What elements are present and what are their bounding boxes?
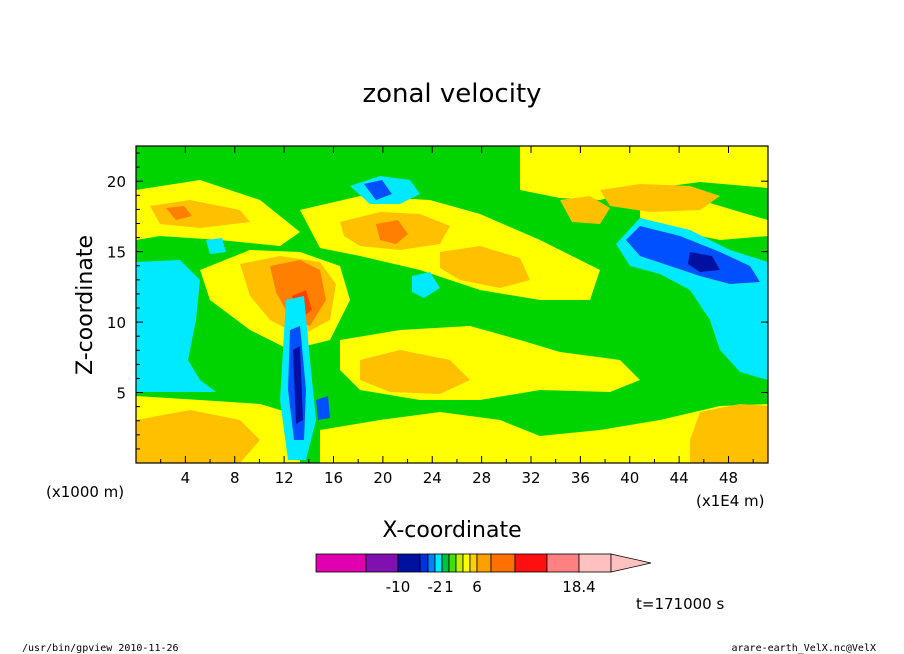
field-region-negative-left xyxy=(136,260,216,392)
field-region-negative-small-2 xyxy=(206,238,226,254)
footer-source-variable: arare-earth_VelX.nc@VelX xyxy=(732,643,877,654)
colorbar-max-arrow xyxy=(610,553,652,573)
x-tick-label: 32 xyxy=(521,469,540,487)
colorbar-cell xyxy=(315,553,367,573)
field-region-strong-negative-bottom xyxy=(316,396,330,420)
velocity-field xyxy=(136,146,768,463)
x-tick-label: 12 xyxy=(275,469,294,487)
y-axis: 5 10 15 20 xyxy=(107,152,768,450)
colorbar-cell xyxy=(546,553,580,573)
field-region-strong-positive-8 xyxy=(690,404,768,463)
colorbar-cell xyxy=(427,553,436,573)
field-region-strong-negative-top xyxy=(364,180,392,200)
x-tick-label: 48 xyxy=(719,469,738,487)
x-axis-unit-right: (x1E4 m) xyxy=(696,492,765,510)
colorbar-cell xyxy=(490,553,516,573)
x-tick-label: 40 xyxy=(620,469,639,487)
y-tick-label: 10 xyxy=(107,314,126,332)
field-region-strong-positive-7 xyxy=(136,410,260,463)
field-region-positive-bottom-mid xyxy=(320,404,768,463)
colorbar-label: -2 xyxy=(428,578,443,596)
colorbar-cell xyxy=(455,553,464,573)
colorbar-label: 18.4 xyxy=(562,578,595,596)
x-axis: 4 8 12 16 20 24 28 32 36 40 44 48 xyxy=(160,146,754,487)
y-tick-label: 5 xyxy=(116,385,126,403)
y-tick-label: 15 xyxy=(107,244,126,262)
field-region-strong-positive-5 xyxy=(360,350,470,394)
colorbar xyxy=(315,553,652,573)
colorbar-labels: -10 -2 1 6 18.4 xyxy=(386,578,596,596)
time-annotation: t=171000 s xyxy=(636,595,724,613)
colorbar-cell xyxy=(441,553,450,573)
y-tick-label: 20 xyxy=(107,173,126,191)
colorbar-cell xyxy=(397,553,421,573)
plot-frame xyxy=(135,145,769,464)
x-tick-label: 36 xyxy=(571,469,590,487)
x-tick-label: 24 xyxy=(423,469,442,487)
x-axis-unit-left: (x1000 m) xyxy=(46,483,124,501)
field-region-strong-positive-9 xyxy=(560,196,610,224)
x-tick-label: 4 xyxy=(181,469,191,487)
colorbar-cell xyxy=(448,553,457,573)
colorbar-label: 6 xyxy=(472,578,482,596)
chart-title: zonal velocity xyxy=(362,79,541,109)
colorbar-label: 1 xyxy=(444,578,454,596)
field-region-max-positive-2 xyxy=(376,220,408,244)
x-tick-label: 8 xyxy=(230,469,240,487)
y-axis-label: Z-coordinate xyxy=(73,235,98,375)
x-axis-label: X-coordinate xyxy=(382,518,521,543)
colorbar-cell xyxy=(365,553,399,573)
colorbar-cell xyxy=(462,553,471,573)
colorbar-label: -10 xyxy=(386,578,411,596)
colorbar-cell xyxy=(578,553,612,573)
field-region-max-positive-1 xyxy=(270,260,326,326)
field-region-max-positive-3 xyxy=(166,206,192,220)
x-tick-label: 44 xyxy=(670,469,689,487)
colorbar-cell xyxy=(469,553,478,573)
colorbar-cell xyxy=(476,553,492,573)
field-region-negative-small-1 xyxy=(412,272,440,298)
colorbar-cell xyxy=(514,553,548,573)
colorbar-cell xyxy=(419,553,429,573)
colorbar-cell xyxy=(434,553,443,573)
x-tick-label: 28 xyxy=(472,469,491,487)
field-region-min-negative-column xyxy=(293,346,303,424)
footer-program-date: /usr/bin/gpview 2010-11-26 xyxy=(22,643,179,654)
field-region-positive-top xyxy=(520,146,768,200)
field-region-strong-positive-4 xyxy=(440,246,530,288)
field-region-strong-positive-6 xyxy=(600,184,720,212)
x-tick-label: 16 xyxy=(324,469,343,487)
field-region-min-negative-right xyxy=(688,252,720,272)
x-tick-label: 20 xyxy=(373,469,392,487)
